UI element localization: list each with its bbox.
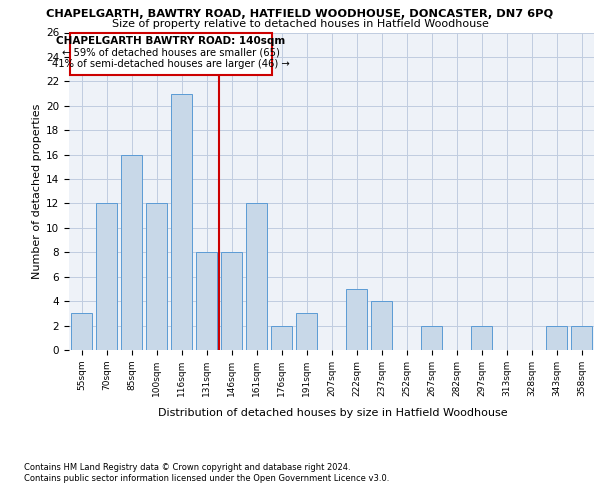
Text: Size of property relative to detached houses in Hatfield Woodhouse: Size of property relative to detached ho…	[112, 19, 488, 29]
Bar	[246, 204, 267, 350]
Y-axis label: Number of detached properties: Number of detached properties	[32, 104, 42, 279]
Bar	[221, 252, 242, 350]
Bar	[71, 314, 92, 350]
Bar	[346, 289, 367, 350]
Bar	[371, 301, 392, 350]
Bar	[121, 154, 142, 350]
Bar	[146, 204, 167, 350]
Bar	[571, 326, 592, 350]
FancyBboxPatch shape	[70, 32, 271, 74]
Bar	[96, 204, 117, 350]
Bar	[471, 326, 492, 350]
Bar	[546, 326, 567, 350]
Text: Distribution of detached houses by size in Hatfield Woodhouse: Distribution of detached houses by size …	[158, 408, 508, 418]
Bar	[421, 326, 442, 350]
Text: CHAPELGARTH BAWTRY ROAD: 140sqm: CHAPELGARTH BAWTRY ROAD: 140sqm	[56, 36, 286, 46]
Bar	[296, 314, 317, 350]
Text: ← 59% of detached houses are smaller (65): ← 59% of detached houses are smaller (65…	[62, 47, 280, 57]
Text: CHAPELGARTH, BAWTRY ROAD, HATFIELD WOODHOUSE, DONCASTER, DN7 6PQ: CHAPELGARTH, BAWTRY ROAD, HATFIELD WOODH…	[46, 9, 554, 19]
Bar	[196, 252, 217, 350]
Bar	[171, 94, 192, 350]
Bar	[271, 326, 292, 350]
Text: Contains HM Land Registry data © Crown copyright and database right 2024.: Contains HM Land Registry data © Crown c…	[24, 462, 350, 471]
Text: 41% of semi-detached houses are larger (46) →: 41% of semi-detached houses are larger (…	[52, 60, 290, 70]
Text: Contains public sector information licensed under the Open Government Licence v3: Contains public sector information licen…	[24, 474, 389, 483]
